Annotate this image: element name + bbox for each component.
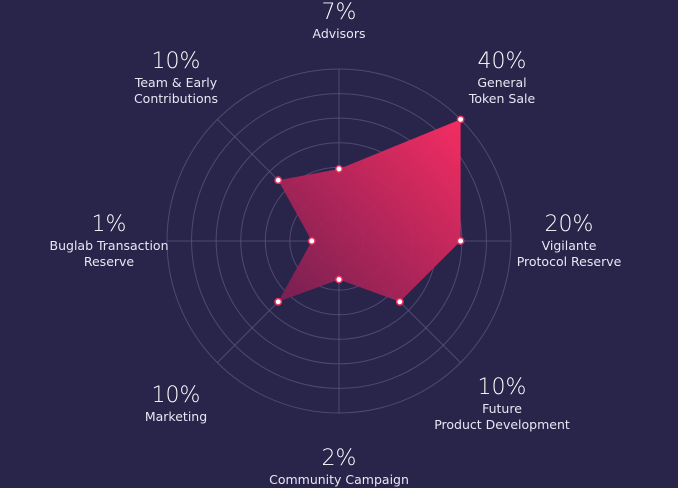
percent-label: 10% [151,383,201,408]
percent-label: 7% [321,0,357,25]
percent-label: 10% [151,49,201,74]
axis-label: 7% Advisors [313,0,366,42]
axis-label: 10% Team & Early Contributions [134,49,218,107]
data-point-3 [456,237,465,245]
axis-label: 10% Future Product Development [434,375,570,433]
category-label: Product Development [434,417,570,432]
data-point-4 [395,297,404,306]
category-label: Contributions [133,91,219,106]
data-point-1 [335,165,343,173]
category-label: Future [482,401,522,416]
category-label: Vigilante [541,238,597,253]
percent-label: 1% [91,212,127,237]
percent-label: 2% [321,446,357,471]
category-label: General [477,75,527,90]
data-point-7 [307,237,316,245]
percent-label: 40% [477,49,527,74]
category-label: Reserve [83,254,135,269]
axis-label: 2% Community Campaign [269,446,409,488]
category-label: Advisors [312,26,366,41]
data-point-2 [456,115,465,124]
category-label: Token Sale [468,91,536,106]
category-label: Marketing [144,409,208,424]
percent-label: 20% [544,212,594,237]
category-label: Protocol Reserve [516,254,622,269]
data-point-8 [274,176,283,185]
data-point-5 [335,275,343,284]
allocation-area [278,119,461,302]
category-label: Community Campaign [269,472,409,487]
category-label: Team & Early [134,75,218,90]
axis-label: 1% Buglab Transaction Reserve [50,212,169,270]
axis-label: 20% Vigilante Protocol Reserve [517,212,622,270]
axis-label: 10% Marketing [145,383,207,425]
category-label: Buglab Transaction [49,238,169,253]
axis-label: 40% General Token Sale [469,49,535,107]
data-point-6 [274,297,283,306]
percent-label: 10% [477,375,527,400]
